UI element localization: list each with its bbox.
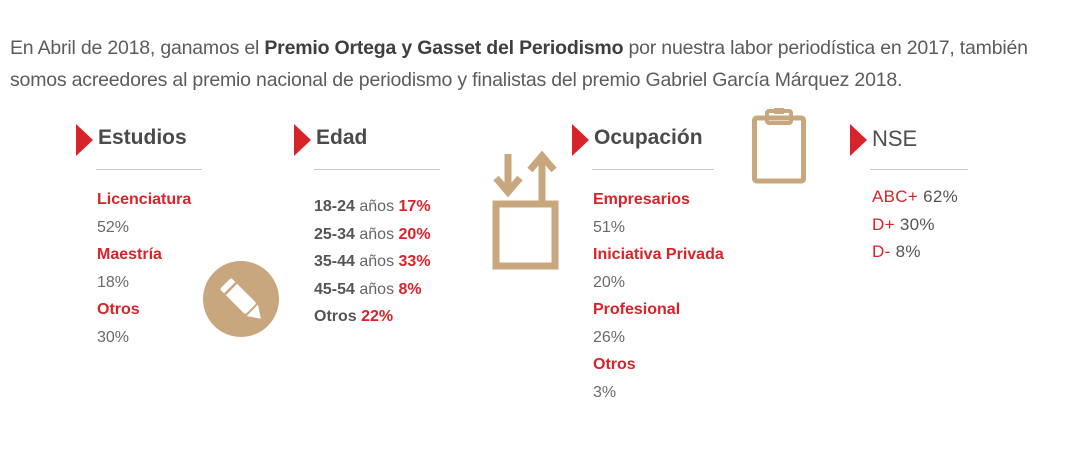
age-percent: 33% <box>398 253 431 270</box>
estudios-title: Estudios <box>98 126 187 149</box>
age-range: 18-24 <box>314 198 355 215</box>
ocupacion-value: 3% <box>593 383 617 401</box>
nse-row: ABC+ 62% <box>872 183 958 211</box>
intro-text-start: En Abril de 2018, ganamos el <box>10 37 265 59</box>
red-triangle-icon <box>572 124 589 156</box>
ocupacion-list: Empresarios 51% Iniciativa Privada 20% P… <box>593 186 724 406</box>
ocupacion-value: 26% <box>593 328 626 346</box>
nse-divider <box>870 169 968 170</box>
ocupacion-value: 51% <box>593 218 626 236</box>
edad-list: 18-24 años 17% 25-34 años 20% 35-44 años… <box>314 193 431 331</box>
age-unit: años <box>359 198 395 215</box>
estudios-value: 30% <box>97 328 130 346</box>
red-triangle-icon <box>850 124 867 156</box>
ocupacion-label: Otros <box>593 356 636 373</box>
ocupacion-divider <box>592 169 714 170</box>
nse-label: D+ <box>872 214 895 234</box>
age-range: 35-44 <box>314 253 355 270</box>
edad-title: Edad <box>316 126 368 149</box>
age-row: 35-44 años 33% <box>314 248 431 276</box>
age-percent: 20% <box>398 225 431 243</box>
estudios-list: Licenciatura 52% Maestría 18% Otros 30% <box>97 186 191 351</box>
pencil-icon <box>203 261 279 337</box>
intro-text-end: por nuestra labor periodística en 2017, … <box>10 37 1028 91</box>
estudios-label: Maestría <box>97 246 162 263</box>
age-range: 45-54 <box>314 280 355 298</box>
estudios-value: 18% <box>97 273 130 291</box>
red-triangle-icon <box>76 124 93 156</box>
estudios-label: Licenciatura <box>97 191 192 208</box>
edad-divider <box>314 169 440 170</box>
age-row: 25-34 años 20% <box>314 221 431 249</box>
age-row: Otros 22% <box>314 303 431 331</box>
nse-percent: 62% <box>923 187 959 206</box>
ocupacion-title: Ocupación <box>594 126 703 149</box>
estudios-divider <box>96 169 202 170</box>
ocupacion-label: Iniciativa Privada <box>593 246 724 263</box>
ocupacion-label: Profesional <box>593 301 681 318</box>
age-unit: años <box>359 280 395 298</box>
age-row: 18-24 años 17% <box>314 193 431 221</box>
clipboard-icon <box>752 108 806 184</box>
ocupacion-value: 20% <box>593 273 626 291</box>
intro-paragraph: En Abril de 2018, ganamos el Premio Orte… <box>10 32 1072 96</box>
age-row: 45-54 años 8% <box>314 276 431 304</box>
nse-title: NSE <box>872 126 918 151</box>
nse-row: D+ 30% <box>872 211 958 239</box>
nse-percent: 30% <box>899 214 935 234</box>
estudios-value: 52% <box>97 218 130 236</box>
estudios-label: Otros <box>97 301 140 318</box>
age-percent: 22% <box>361 308 394 325</box>
red-triangle-icon <box>294 124 311 156</box>
age-percent: 8% <box>398 280 422 298</box>
age-unit: años <box>359 253 395 270</box>
ocupacion-label: Empresarios <box>593 191 690 208</box>
nse-list: ABC+ 62% D+ 30% D- 8% <box>872 183 958 266</box>
age-range: Otros <box>314 308 357 325</box>
nse-label: ABC+ <box>872 187 919 206</box>
nse-label: D- <box>872 242 891 261</box>
age-percent: 17% <box>398 198 431 215</box>
nse-percent: 8% <box>895 242 921 261</box>
transfer-box-icon <box>492 150 559 270</box>
award-name: Premio Ortega y Gasset del Periodismo <box>264 37 624 59</box>
age-unit: años <box>359 225 395 243</box>
nse-row: D- 8% <box>872 238 958 266</box>
age-range: 25-34 <box>314 225 355 243</box>
